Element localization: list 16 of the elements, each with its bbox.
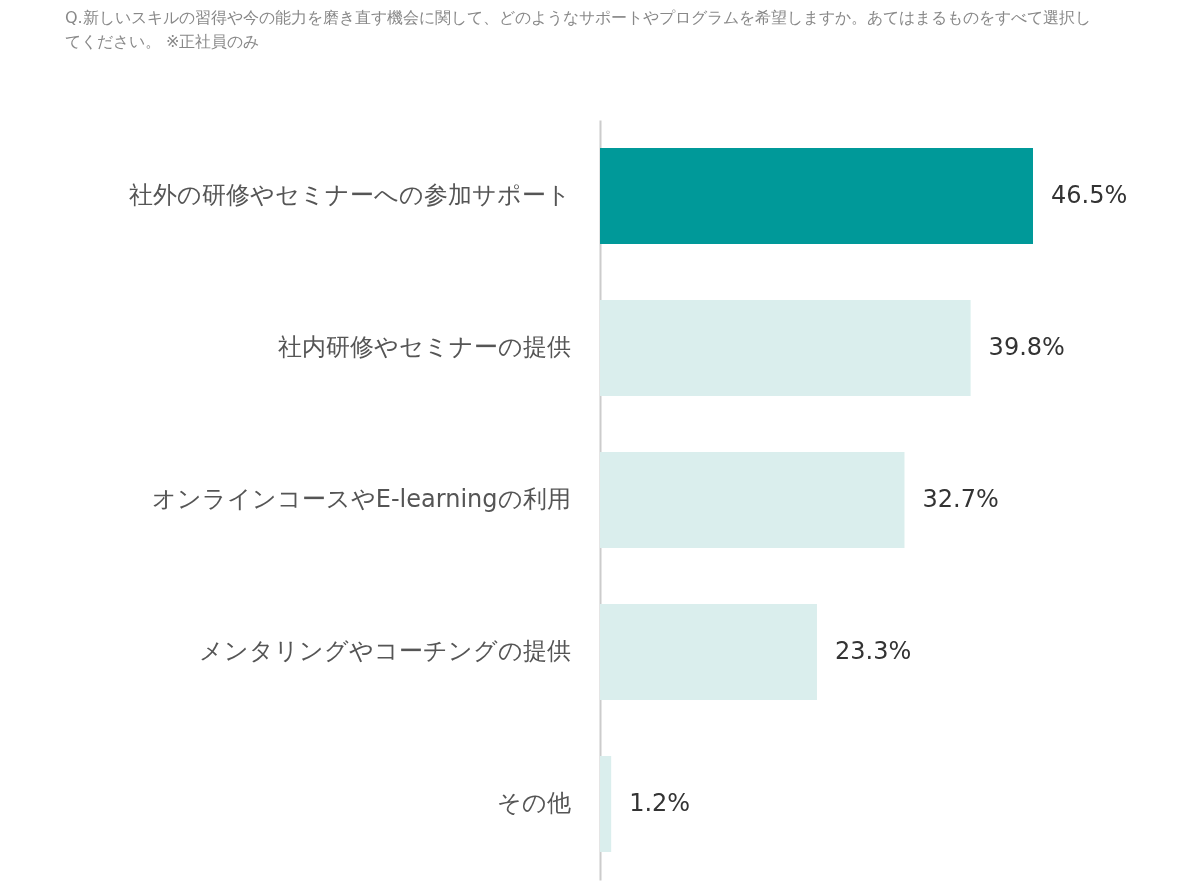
bar	[600, 300, 971, 396]
data-label: 46.5%	[1051, 181, 1128, 209]
bar	[600, 604, 817, 700]
chart-title: Q.新しいスキルの習得や今の能力を磨き直す機会に関して、どのようなサポートやプログラムを希望しますか。あてはまるものをすべて選択してください。 ※正社員のみ	[65, 8, 1091, 51]
y-tick-label: オンラインコースやE-learningの利用	[151, 485, 571, 513]
y-tick-label: 社外の研修やセミナーへの参加サポート	[128, 181, 571, 209]
data-label: 1.2%	[629, 789, 691, 817]
bar	[600, 452, 905, 548]
data-label: 23.3%	[834, 637, 912, 665]
bar	[600, 148, 1033, 244]
bar	[600, 756, 612, 852]
data-label: 39.8%	[988, 333, 1065, 361]
y-tick-label: メンタリングやコーチングの提供	[198, 637, 571, 665]
data-label: 32.7%	[922, 485, 999, 513]
y-tick-label: 社内研修やセミナーの提供	[277, 333, 571, 361]
y-tick-label: その他	[496, 789, 571, 817]
